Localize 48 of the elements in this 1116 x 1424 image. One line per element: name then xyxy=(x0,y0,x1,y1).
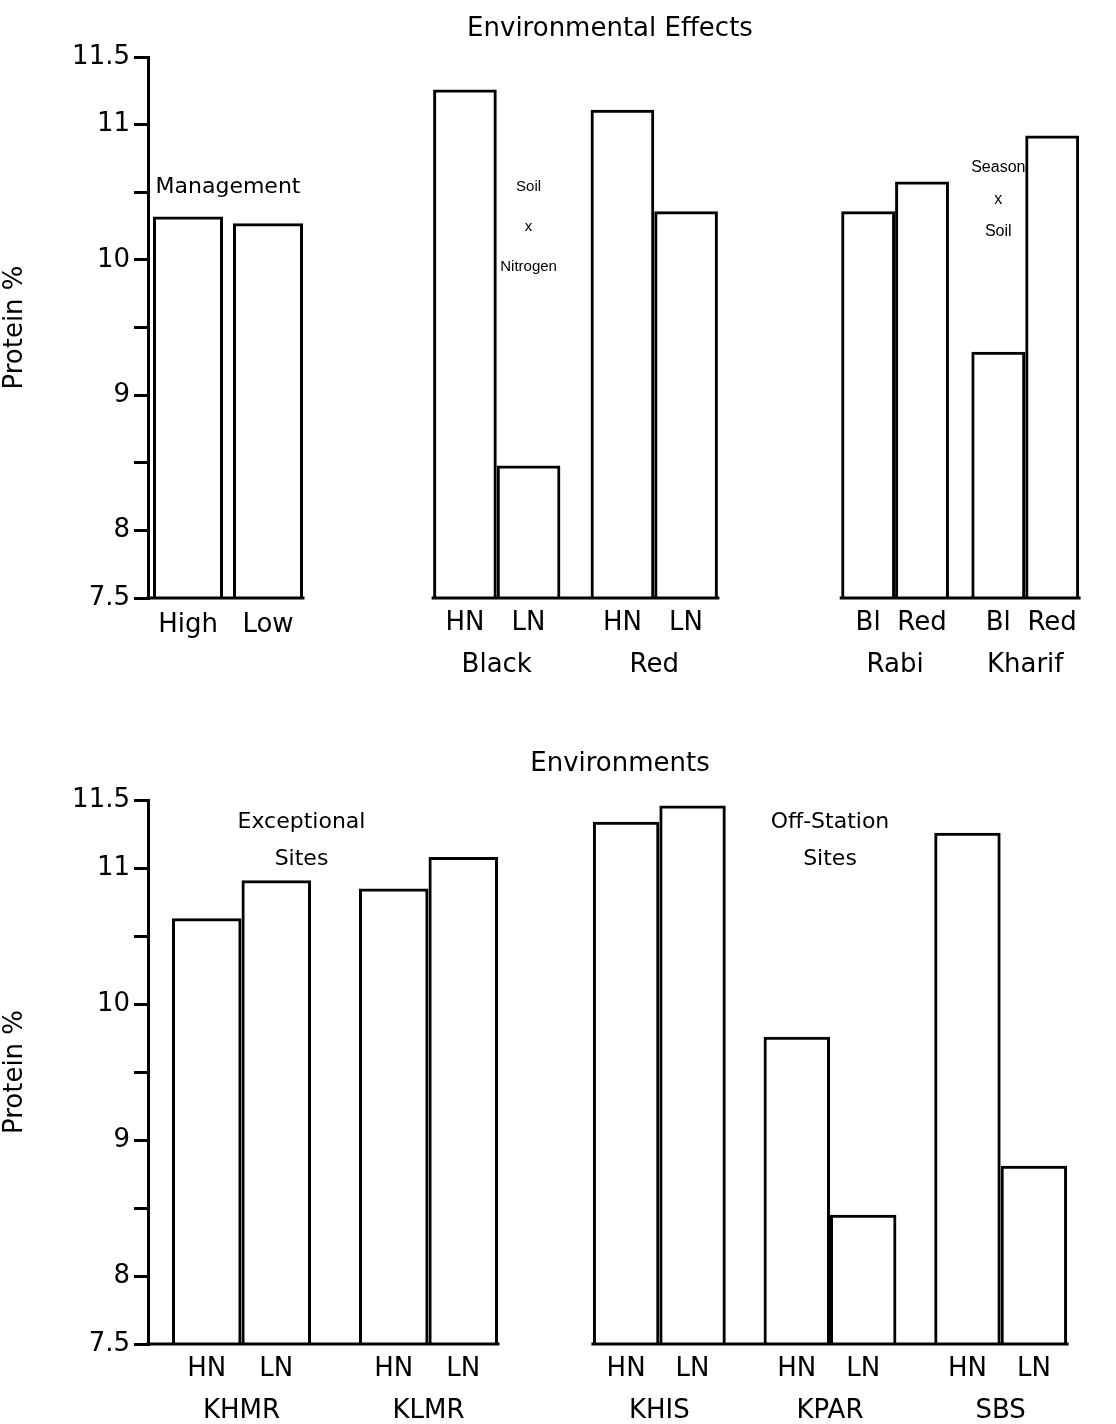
chart-title: Environmental Effects xyxy=(467,12,753,42)
x-tick-label: Low xyxy=(242,608,294,639)
y-axis-title: Protein % xyxy=(0,1009,29,1135)
text: HN xyxy=(445,605,485,636)
text: LN xyxy=(446,1351,481,1382)
annotation: Exceptional Sites xyxy=(237,807,366,870)
x-tick-label: Red xyxy=(629,648,679,679)
text: Bl xyxy=(985,605,1011,636)
x-tick-label: Black xyxy=(461,648,532,679)
y-tick-label: 8 xyxy=(113,513,130,544)
y-tick-label: 9 xyxy=(113,1122,130,1153)
text: HN xyxy=(947,1351,987,1382)
series-label: HN xyxy=(777,1351,817,1382)
series-label: LN xyxy=(259,1351,294,1382)
y-tick-label: 7.5 xyxy=(88,1326,130,1357)
x-tick-label: SBS xyxy=(975,1394,1026,1424)
x-tick-label: KLMR xyxy=(392,1394,465,1424)
y-tick-label: 8 xyxy=(113,1258,130,1289)
series-label: HN xyxy=(602,605,642,636)
x-tick-label: KPAR xyxy=(796,1394,864,1424)
chart-title: Environments xyxy=(530,747,710,777)
y-tick-label: 11 xyxy=(96,107,130,138)
annotation: Management xyxy=(155,172,301,198)
text: Soil x Nitrogen xyxy=(500,177,557,275)
text: LN xyxy=(669,605,704,636)
series-label: HN xyxy=(187,1351,227,1382)
y-tick-label: 7.5 xyxy=(88,580,130,611)
text: LN xyxy=(675,1351,710,1382)
y-tick-label: 10 xyxy=(96,242,130,273)
y-axis-title: Protein % xyxy=(0,265,29,390)
annotation: Season x Soil xyxy=(971,158,1026,240)
x-tick-label: Rabi xyxy=(866,648,924,679)
y-tick-label: 11.5 xyxy=(72,782,130,813)
x-tick-label: High xyxy=(158,608,218,639)
annotation: Off-Station Sites xyxy=(770,807,890,870)
y-tick-label: 11 xyxy=(96,850,130,881)
series-label: LN xyxy=(846,1351,881,1382)
y-tick-label: 11.5 xyxy=(72,39,130,70)
series-label: Bl xyxy=(855,605,881,636)
text: HN xyxy=(374,1351,414,1382)
x-tick-label: KHMR xyxy=(202,1394,281,1424)
y-tick-label: 9 xyxy=(113,377,130,408)
x-tick-label: Kharif xyxy=(986,648,1065,679)
text: HN xyxy=(606,1351,646,1382)
y-tick-label: 10 xyxy=(96,986,130,1017)
x-tick-label: KHIS xyxy=(628,1394,690,1424)
text: LN xyxy=(1016,1351,1051,1382)
series-label: LN xyxy=(511,605,546,636)
